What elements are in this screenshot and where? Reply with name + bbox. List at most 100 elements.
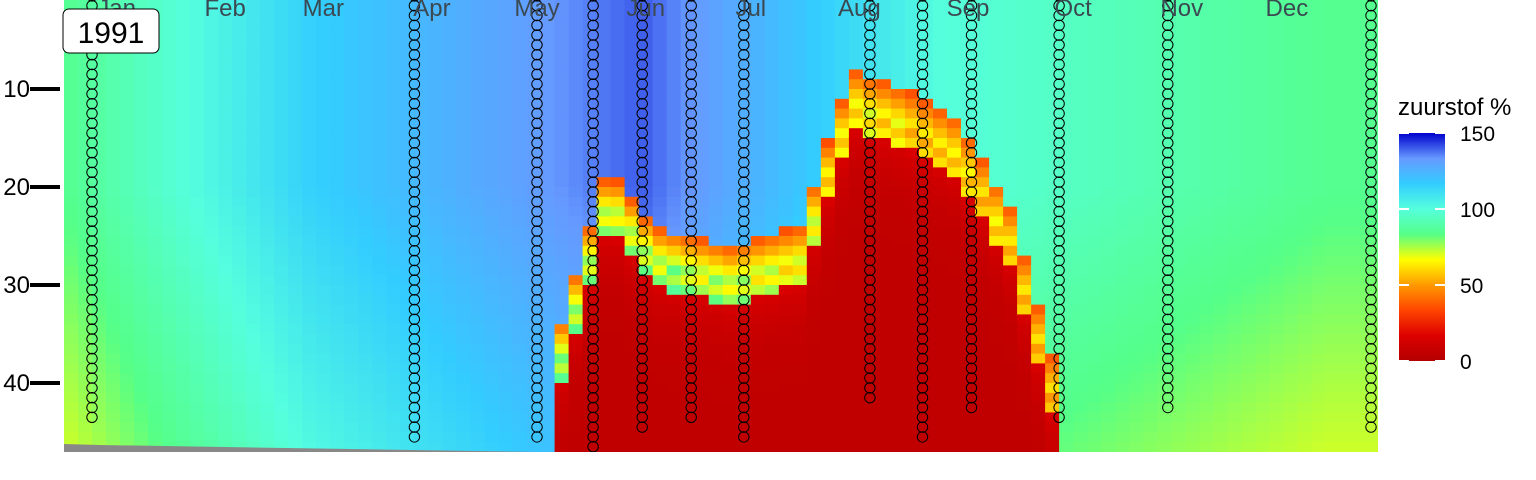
heatmap-cell: [1031, 343, 1046, 355]
heatmap-cell: [961, 89, 976, 100]
heatmap-cell: [596, 147, 612, 159]
heatmap-cell: [1297, 177, 1312, 188]
heatmap-cell: [610, 216, 626, 227]
heatmap-cell: [792, 10, 808, 21]
heatmap-cell: [78, 451, 93, 452]
heatmap-cell: [442, 118, 457, 129]
heatmap-cell: [1031, 79, 1046, 90]
heatmap-cell: [989, 98, 1004, 110]
heatmap-cell: [989, 49, 1004, 61]
heatmap-cell: [162, 245, 177, 257]
heatmap-cell: [260, 334, 275, 345]
heatmap-cell: [1157, 187, 1172, 198]
heatmap-cell: [106, 363, 121, 374]
heatmap-cell: [596, 196, 612, 208]
sample-point: [916, 107, 929, 120]
heatmap-cell: [624, 412, 640, 423]
heatmap-cell: [176, 0, 191, 12]
heatmap-cell: [1087, 49, 1102, 61]
heatmap-cell: [568, 422, 584, 433]
heatmap-cell: [834, 108, 850, 119]
heatmap-cell: [1283, 392, 1298, 404]
sample-point: [636, 196, 648, 208]
sample-point: [408, 78, 421, 90]
heatmap-cell: [1157, 157, 1172, 168]
heatmap-cell: [820, 343, 836, 355]
heatmap-cell: [834, 383, 850, 394]
heatmap-cell: [876, 236, 892, 247]
heatmap-cell: [512, 118, 528, 129]
heatmap-cell: [1241, 314, 1256, 325]
heatmap-cell: [1353, 402, 1369, 413]
heatmap-cell: [470, 216, 486, 227]
heatmap-cell: [302, 0, 317, 12]
heatmap-cell: [470, 294, 486, 306]
heatmap-cell: [750, 59, 766, 70]
sample-point: [587, 186, 599, 198]
heatmap-cell: [947, 59, 962, 70]
heatmap-cell: [176, 79, 191, 90]
heatmap-cell: [1297, 59, 1312, 70]
heatmap-cell: [344, 20, 359, 31]
heatmap-cell: [1101, 59, 1116, 70]
heatmap-cell: [442, 245, 457, 257]
heatmap-cell: [933, 0, 948, 12]
heatmap-cell: [302, 49, 317, 61]
heatmap-cell: [204, 363, 219, 374]
heatmap-cell: [302, 40, 317, 51]
heatmap-cell: [78, 255, 93, 266]
heatmap-cell: [722, 79, 738, 90]
heatmap-cell: [652, 373, 668, 384]
heatmap-cell: [975, 432, 990, 443]
heatmap-cell: [1255, 147, 1270, 159]
sample-point: [86, 186, 98, 198]
heatmap-cell: [1353, 69, 1369, 80]
heatmap-cell: [176, 373, 191, 384]
heatmap-cell: [876, 108, 892, 119]
heatmap-cell: [484, 285, 500, 296]
heatmap-cell: [148, 392, 163, 404]
sample-point: [685, 294, 697, 306]
heatmap-cell: [778, 324, 794, 335]
heatmap-cell: [1031, 216, 1046, 227]
heatmap-cell: [92, 236, 107, 247]
heatmap-cell: [736, 49, 752, 61]
heatmap-cell: [1353, 59, 1369, 70]
heatmap-cell: [106, 343, 121, 355]
heatmap-cell: [232, 451, 247, 452]
sample-point: [636, 156, 648, 169]
heatmap-cell: [708, 59, 724, 70]
heatmap-cell: [358, 98, 373, 110]
heatmap-cell: [919, 10, 934, 21]
heatmap-cell: [596, 59, 612, 70]
heatmap-cell: [680, 363, 696, 374]
heatmap-cell: [232, 441, 247, 452]
heatmap-cell: [1003, 157, 1018, 168]
heatmap-cell: [638, 294, 654, 306]
heatmap-cell: [1157, 196, 1172, 208]
heatmap-cell: [680, 412, 696, 423]
heatmap-cell: [680, 275, 696, 286]
heatmap-cell: [722, 187, 738, 198]
heatmap-cell: [666, 441, 682, 452]
heatmap-cell: [1129, 294, 1144, 306]
heatmap-cell: [1017, 226, 1032, 237]
heatmap-cell: [890, 196, 906, 208]
heatmap-cell: [148, 128, 163, 139]
heatmap-cell: [386, 108, 401, 119]
heatmap-cell: [78, 285, 93, 296]
heatmap-cell: [890, 343, 906, 355]
heatmap-cell: [64, 236, 79, 247]
sample-point: [531, 156, 543, 169]
heatmap-cell: [1171, 20, 1186, 31]
heatmap-cell: [820, 304, 836, 315]
heatmap-cell: [1129, 79, 1144, 90]
heatmap-cell: [1017, 98, 1032, 110]
heatmap-cell: [989, 373, 1004, 384]
heatmap-cell: [1353, 294, 1369, 306]
heatmap-cell: [162, 20, 177, 31]
heatmap-cell: [989, 383, 1004, 394]
heatmap-cell: [652, 59, 668, 70]
heatmap-cell: [120, 432, 135, 443]
heatmap-cell: [372, 432, 387, 443]
